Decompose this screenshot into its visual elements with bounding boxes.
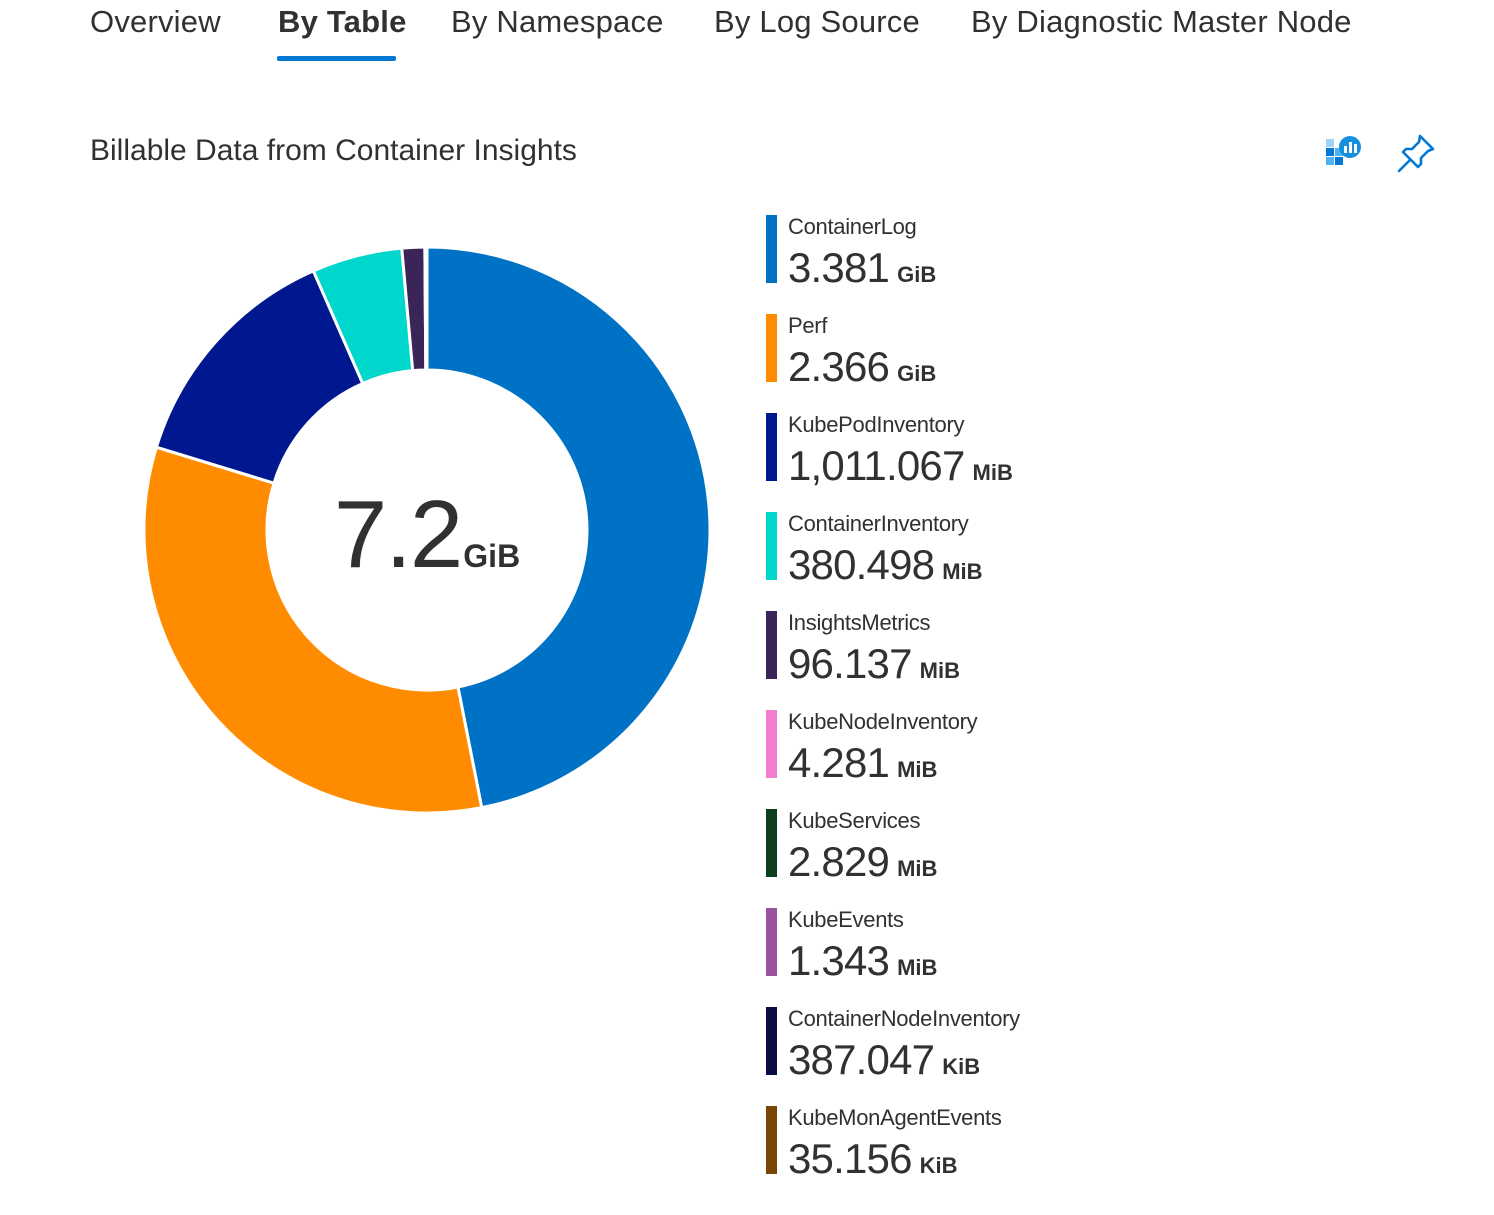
legend-swatch	[766, 1106, 777, 1174]
legend-swatch	[766, 215, 777, 283]
legend-value: 380.498	[788, 541, 935, 588]
legend-item-insightsmetrics[interactable]: InsightsMetrics 96.137 MiB	[766, 608, 1466, 707]
legend-swatch	[766, 1007, 777, 1075]
active-tab-indicator	[277, 56, 396, 61]
legend-value: 1,011.067	[788, 442, 965, 489]
legend-item-containernodeinventory[interactable]: ContainerNodeInventory 387.047 KiB	[766, 1004, 1466, 1103]
donut-chart	[142, 245, 712, 815]
legend-value: 1.343	[788, 937, 890, 984]
legend-swatch	[766, 413, 777, 481]
tab-by-table[interactable]: By Table	[278, 4, 407, 39]
legend-unit: MiB	[919, 658, 960, 683]
tab-overview[interactable]: Overview	[90, 4, 221, 39]
donut-slice-perf[interactable]	[142, 445, 484, 815]
legend-swatch	[766, 809, 777, 877]
tab-bar: Overview By Table By Namespace By Log So…	[0, 0, 1494, 70]
legend-label: ContainerLog	[788, 214, 917, 239]
tab-by-diagnostic-master-node[interactable]: By Diagnostic Master Node	[971, 4, 1352, 39]
legend-value: 96.137	[788, 640, 912, 687]
legend-item-containerlog[interactable]: ContainerLog 3.381 GiB	[766, 212, 1466, 311]
legend-swatch	[766, 512, 777, 580]
legend-value: 3.381	[788, 244, 890, 291]
pin-icon	[1397, 134, 1435, 173]
tab-by-log-source[interactable]: By Log Source	[714, 4, 920, 39]
legend-unit: GiB	[897, 361, 937, 386]
legend-unit: MiB	[897, 955, 938, 980]
legend-item-kubepodinventory[interactable]: KubePodInventory 1,011.067 MiB	[766, 410, 1466, 509]
chart-legend: ContainerLog 3.381 GiB Perf 2.366 GiB Kube…	[766, 212, 1466, 1202]
pin-to-dashboard-button[interactable]	[1395, 132, 1437, 174]
legend-value: 2.829	[788, 838, 890, 885]
legend-item-kubemonagentevents[interactable]: KubeMonAgentEvents 35.156 KiB	[766, 1103, 1466, 1202]
legend-swatch	[766, 710, 777, 778]
insights-workbook-icon	[1326, 136, 1361, 165]
legend-value: 2.366	[788, 343, 890, 390]
legend-item-kubeservices[interactable]: KubeServices 2.829 MiB	[766, 806, 1466, 905]
legend-swatch	[766, 908, 777, 976]
tab-by-namespace[interactable]: By Namespace	[451, 4, 664, 39]
legend-unit: MiB	[942, 559, 983, 584]
open-in-workbook-button[interactable]	[1322, 132, 1364, 174]
card-title: Billable Data from Container Insights	[90, 134, 577, 167]
legend-label: Perf	[788, 313, 828, 338]
legend-label: ContainerInventory	[788, 511, 969, 536]
donut-slice-containerlog[interactable]	[425, 245, 712, 810]
legend-item-containerinventory[interactable]: ContainerInventory 380.498 MiB	[766, 509, 1466, 608]
legend-label: KubeServices	[788, 808, 921, 833]
legend-unit: MiB	[897, 757, 938, 782]
legend-value: 4.281	[788, 739, 890, 786]
legend-item-perf[interactable]: Perf 2.366 GiB	[766, 311, 1466, 410]
legend-unit: GiB	[897, 262, 937, 287]
legend-unit: KiB	[919, 1153, 958, 1178]
legend-swatch	[766, 611, 777, 679]
legend-label: ContainerNodeInventory	[788, 1006, 1020, 1031]
legend-label: KubePodInventory	[788, 412, 965, 437]
legend-value: 387.047	[788, 1036, 935, 1083]
legend-unit: MiB	[972, 460, 1013, 485]
legend-label: InsightsMetrics	[788, 610, 931, 635]
legend-unit: MiB	[897, 856, 938, 881]
legend-item-kubenodeinventory[interactable]: KubeNodeInventory 4.281 MiB	[766, 707, 1466, 806]
legend-label: KubeEvents	[788, 907, 904, 932]
legend-value: 35.156	[788, 1135, 912, 1182]
legend-label: KubeNodeInventory	[788, 709, 978, 734]
legend-unit: KiB	[942, 1054, 981, 1079]
legend-item-kubeevents[interactable]: KubeEvents 1.343 MiB	[766, 905, 1466, 1004]
legend-swatch	[766, 314, 777, 382]
legend-label: KubeMonAgentEvents	[788, 1105, 1002, 1130]
